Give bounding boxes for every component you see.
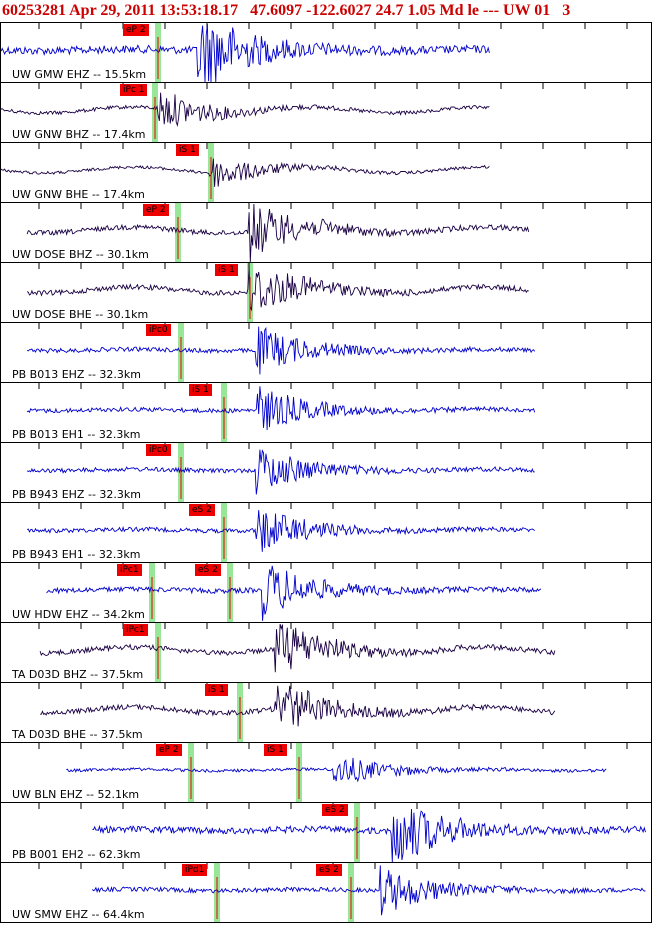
- station-label: UW DOSE BHZ -- 30.1km: [12, 248, 149, 261]
- trace-panel[interactable]: eP 2 UW DOSE BHZ -- 30.1km: [0, 202, 652, 263]
- pick-flag[interactable]: iPc 1: [120, 84, 148, 96]
- trace-panel[interactable]: eP 2 UW GMW EHZ -- 15.5km: [0, 22, 652, 83]
- waveform-trace: [46, 565, 542, 621]
- station-label: UW HDW EHZ -- 34.2km: [12, 608, 145, 621]
- trace-panel[interactable]: eP 2 iS 1 UW BLN EHZ -- 52.1km: [0, 742, 652, 803]
- seismogram-panels: eP 2 UW GMW EHZ -- 15.5km iPc 1 UW GNW BHZ …: [0, 22, 654, 926]
- station-label: TA D03D BHZ -- 37.5km: [12, 668, 144, 681]
- waveform: [1, 23, 628, 82]
- trace-panel[interactable]: eS 2 PB B943 EH1 -- 32.3km: [0, 502, 652, 563]
- pick-flag[interactable]: iS 1: [215, 264, 238, 276]
- pick-flag[interactable]: eP 2: [123, 24, 149, 36]
- pick-flag[interactable]: eS 2: [189, 504, 215, 516]
- trace-panel[interactable]: iPc0 PB B013 EHZ -- 32.3km: [0, 322, 652, 383]
- pick-flag[interactable]: iS 1: [189, 384, 212, 396]
- station-label: PB B013 EHZ -- 32.3km: [12, 368, 141, 381]
- station-label: PB B001 EH2 -- 62.3km: [12, 848, 141, 861]
- waveform: [1, 83, 628, 139]
- waveform: [26, 323, 628, 379]
- waveform: [26, 263, 628, 319]
- waveform-trace: [26, 510, 536, 552]
- pick-flag[interactable]: eS 2: [322, 804, 348, 816]
- station-label: PB B943 EH1 -- 32.3km: [12, 548, 141, 561]
- pick-flag[interactable]: eP 2: [156, 744, 182, 756]
- pick-flag[interactable]: iPc1: [123, 624, 148, 636]
- pick-flag[interactable]: iPc0: [146, 324, 171, 336]
- event-header: 60253281 Apr 29, 2011 13:53:18.17 47.609…: [0, 0, 654, 22]
- trace-panel[interactable]: iS 1 UW GNW BHE -- 17.4km: [0, 142, 652, 203]
- pick-flag[interactable]: iPd1: [182, 864, 208, 876]
- pick-flag[interactable]: iPc0: [146, 444, 171, 456]
- trace-panel[interactable]: iPc1 TA D03D BHZ -- 37.5km: [0, 622, 652, 683]
- waveform-trace: [26, 326, 536, 375]
- station-label: UW BLN EHZ -- 52.1km: [12, 788, 140, 801]
- station-label: UW GMW EHZ -- 15.5km: [12, 68, 147, 81]
- waveform: [38, 683, 628, 739]
- waveform-trace: [92, 808, 646, 862]
- trace-panel[interactable]: iPc1 eS 2 UW HDW EHZ -- 34.2km: [0, 562, 652, 623]
- waveform-trace: [26, 386, 536, 431]
- trace-panel[interactable]: eS 2 PB B001 EH2 -- 62.3km: [0, 802, 652, 863]
- station-label: UW GNW BHE -- 17.4km: [12, 188, 145, 201]
- pick-flag[interactable]: eS 2: [316, 864, 342, 876]
- trace-panel[interactable]: iPc0 PB B943 EHZ -- 32.3km: [0, 442, 652, 503]
- waveform-trace: [39, 623, 556, 673]
- trace-panel[interactable]: iS 1 UW DOSE BHE -- 30.1km: [0, 262, 652, 323]
- pick-flag[interactable]: iS 1: [264, 744, 287, 756]
- pick-flag[interactable]: iS 1: [176, 144, 199, 156]
- trace-panel[interactable]: iPd1 eS 2 UW SMW EHZ -- 64.4km: [0, 862, 652, 923]
- waveform-trace: [26, 449, 535, 495]
- station-label: UW SMW EHZ -- 64.4km: [12, 908, 145, 921]
- pick-flag[interactable]: eP 2: [143, 204, 169, 216]
- pick-flag[interactable]: iS 1: [205, 684, 228, 696]
- trace-panel[interactable]: iPc 1 UW GNW BHZ -- 17.4km: [0, 82, 652, 143]
- trace-panel[interactable]: iS 1 PB B013 EH1 -- 32.3km: [0, 382, 652, 443]
- waveform-trace: [66, 757, 607, 783]
- waveform: [1, 143, 628, 199]
- station-label: UW GNW BHZ -- 17.4km: [12, 128, 146, 141]
- pick-flag[interactable]: eS 2: [195, 564, 221, 576]
- waveform-trace: [40, 685, 556, 727]
- pick-flag[interactable]: iPc1: [117, 564, 142, 576]
- waveform-trace: [26, 267, 529, 312]
- waveform-trace: [1, 158, 490, 187]
- waveform-trace: [26, 203, 530, 262]
- waveform-trace: [1, 23, 490, 82]
- waveform-trace: [91, 865, 646, 916]
- station-label: UW DOSE BHE -- 30.1km: [12, 308, 149, 321]
- station-label: TA D03D BHE -- 37.5km: [12, 728, 143, 741]
- waveform: [26, 443, 628, 499]
- station-label: PB B013 EH1 -- 32.3km: [12, 428, 141, 441]
- waveform: [38, 803, 646, 862]
- trace-panel[interactable]: iS 1 TA D03D BHE -- 37.5km: [0, 682, 652, 743]
- station-label: PB B943 EHZ -- 32.3km: [12, 488, 141, 501]
- waveform-trace: [1, 92, 490, 128]
